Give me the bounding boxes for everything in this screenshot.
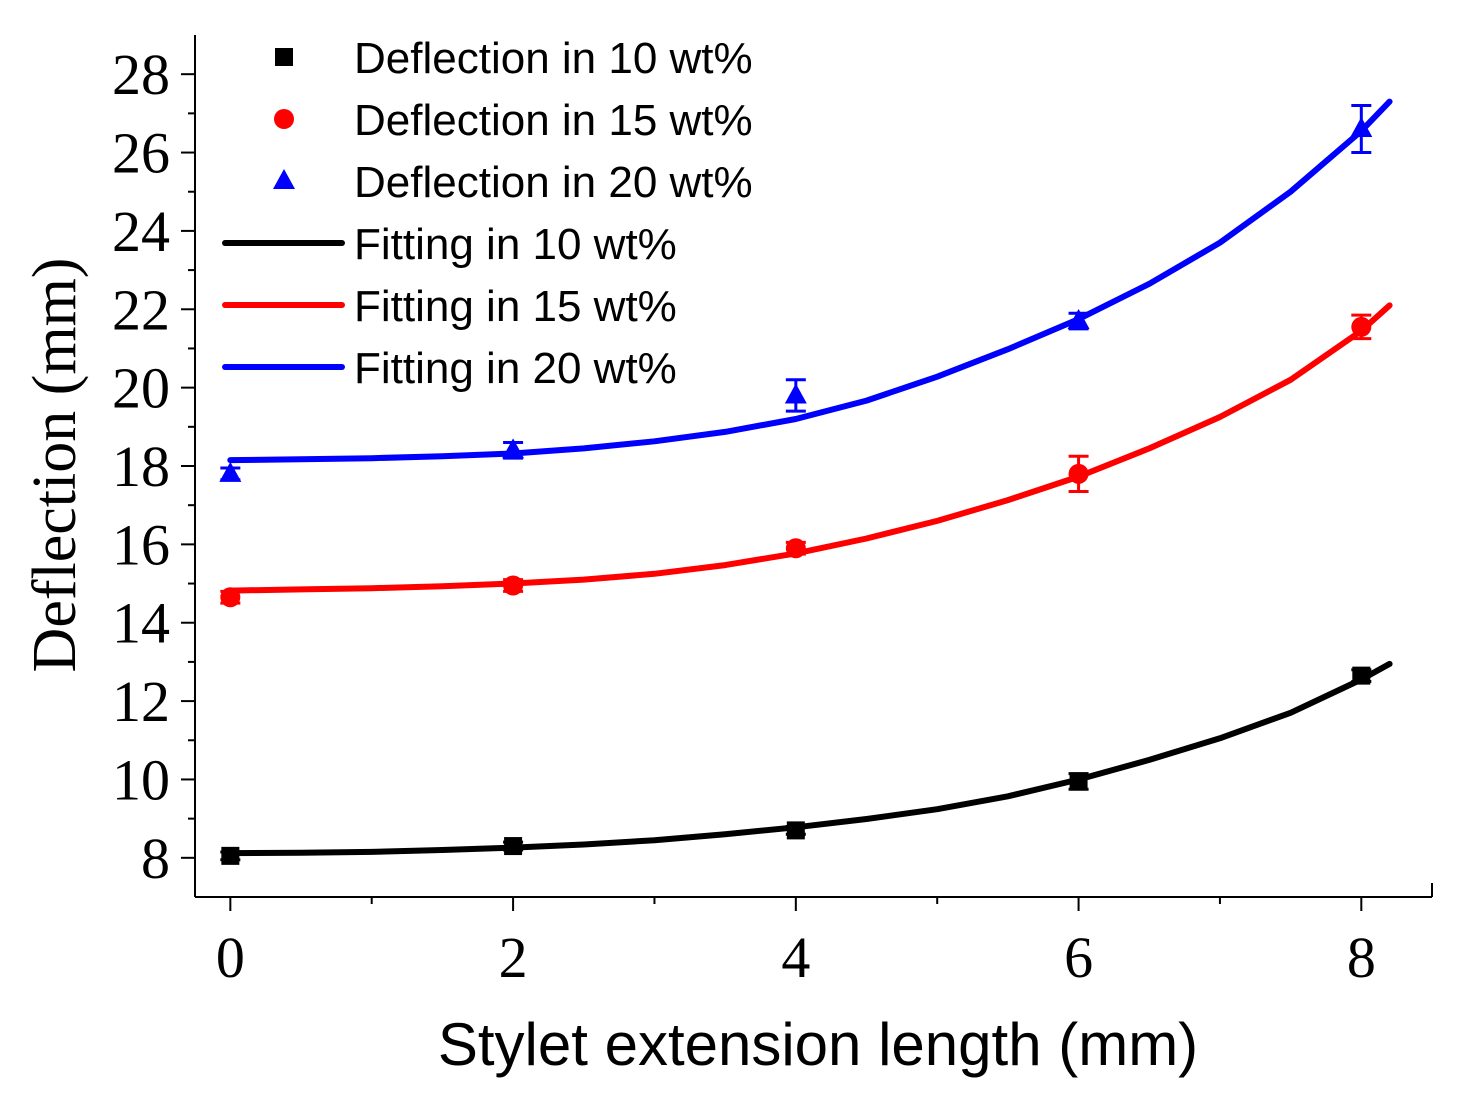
x-ticks: 0 2 4 6 8 <box>216 897 1376 990</box>
legend-marker <box>275 48 293 66</box>
legend: Deflection in 10 wt% Deflection in 15 wt%… <box>222 34 753 393</box>
y-tick-label: 8 <box>141 826 170 891</box>
y-tick-label: 20 <box>112 356 170 421</box>
x-tick-label: 4 <box>781 925 810 990</box>
y-tick-label: 10 <box>112 747 170 812</box>
y-axis-title: Deflection (mm) <box>21 258 89 673</box>
x-tick-label: 6 <box>1064 925 1093 990</box>
legend-label: Deflection in 20 wt% <box>354 158 753 207</box>
y-tick-label: 16 <box>112 512 170 577</box>
y-tick-label: 24 <box>112 199 170 264</box>
y-tick-label: 22 <box>112 277 170 342</box>
y-tick-label: 12 <box>112 669 170 734</box>
x-tick-label: 2 <box>499 925 528 990</box>
data-point <box>1350 117 1373 138</box>
data-point <box>221 846 240 865</box>
x-axis-title: Stylet extension length (mm) <box>438 1011 1198 1078</box>
data-point <box>786 821 805 840</box>
data-point <box>219 461 242 482</box>
y-ticks: 8 10 12 14 16 18 20 22 24 26 28 <box>112 42 195 891</box>
data-point <box>1067 309 1090 330</box>
data-point <box>1069 772 1088 791</box>
y-tick-label: 18 <box>112 434 170 499</box>
x-tick-label: 0 <box>216 925 245 990</box>
fit-line <box>227 660 1393 857</box>
legend-label: Fitting in 10 wt% <box>354 220 677 269</box>
legend-label: Deflection in 15 wt% <box>354 96 753 145</box>
data-point <box>785 538 806 559</box>
y-tick-label: 26 <box>112 121 170 186</box>
data-points-layer <box>219 104 1373 865</box>
y-tick-label: 28 <box>112 42 170 107</box>
fit-line <box>227 98 1393 464</box>
data-point <box>784 383 807 404</box>
fit-line <box>227 302 1393 594</box>
legend-label: Fitting in 20 wt% <box>354 344 677 393</box>
legend-label: Deflection in 10 wt% <box>354 34 753 83</box>
data-point <box>503 575 524 596</box>
data-point <box>1068 463 1089 484</box>
data-point <box>220 587 241 608</box>
data-point <box>504 837 523 856</box>
data-point <box>1351 316 1372 337</box>
x-tick-label: 8 <box>1347 925 1376 990</box>
data-point <box>502 438 525 459</box>
data-point <box>1352 666 1371 685</box>
legend-marker <box>273 169 295 189</box>
legend-label: Fitting in 15 wt% <box>354 282 677 331</box>
legend-marker <box>274 109 294 129</box>
y-tick-label: 14 <box>112 591 170 656</box>
fit-lines-layer <box>227 98 1393 857</box>
